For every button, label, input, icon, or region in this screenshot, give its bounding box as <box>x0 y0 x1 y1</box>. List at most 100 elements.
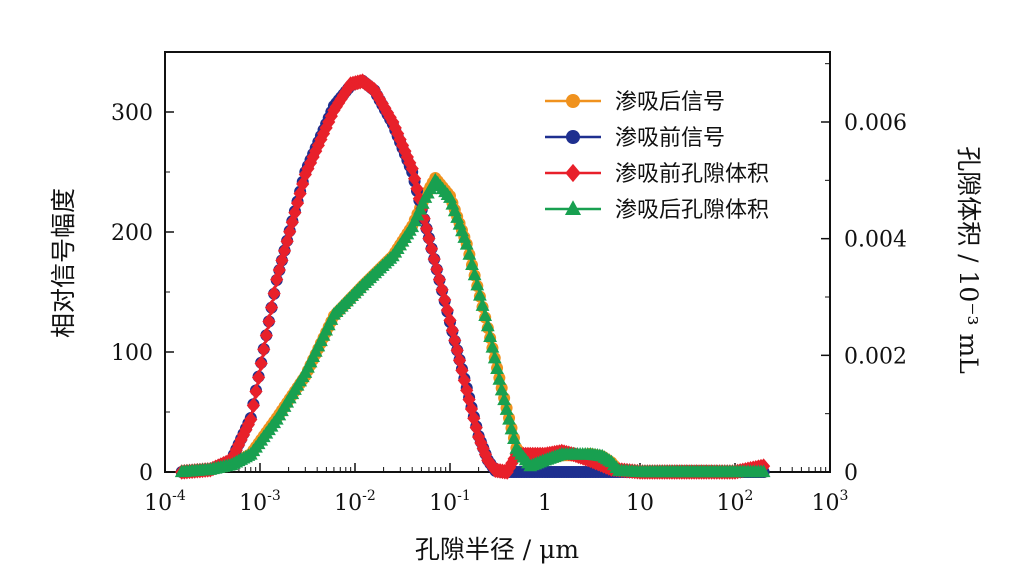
y-axis-label-right: 孔隙体积 / 10⁻³ mL <box>954 146 983 374</box>
data-point <box>311 137 325 154</box>
data-point <box>324 108 338 124</box>
legend-item: 渗吸前信号 <box>545 126 725 151</box>
y-left-tick-label: 0 <box>139 461 153 486</box>
legend-item: 渗吸前孔隙体积 <box>545 162 769 187</box>
data-point <box>400 149 414 165</box>
data-point <box>507 431 521 445</box>
data-point <box>432 271 447 288</box>
data-point <box>470 277 485 291</box>
data-point <box>490 361 504 375</box>
data-point <box>298 166 312 183</box>
y-left-tick-label: 100 <box>111 341 153 366</box>
data-point <box>452 352 467 369</box>
data-point <box>267 285 281 302</box>
data-point <box>473 288 487 301</box>
data-point <box>756 464 771 478</box>
data-point <box>249 383 263 400</box>
data-point <box>459 237 474 250</box>
data-point <box>462 391 476 408</box>
data-point <box>492 372 507 385</box>
data-point <box>504 421 519 435</box>
data-point <box>438 292 452 308</box>
data-point <box>478 308 493 322</box>
data-point <box>296 176 310 192</box>
data-point <box>403 155 417 171</box>
data-point <box>487 350 502 364</box>
data-point <box>419 220 434 237</box>
data-point <box>270 271 284 288</box>
data-point <box>476 440 490 457</box>
data-point <box>462 247 477 260</box>
data-point <box>410 180 424 197</box>
data-point <box>502 412 516 425</box>
plot-area <box>174 73 771 480</box>
data-point <box>469 419 483 436</box>
legend-label: 渗吸前信号 <box>615 126 725 151</box>
y-axis-label-left: 相对信号幅度 <box>49 188 78 338</box>
legend-label: 渗吸后孔隙体积 <box>615 198 769 223</box>
data-point <box>475 298 490 311</box>
data-point <box>483 329 498 342</box>
data-point <box>322 114 336 130</box>
x-tick-label: 10-2 <box>334 488 376 516</box>
legend-marker <box>566 94 580 108</box>
data-point <box>460 382 474 399</box>
data-point <box>455 362 469 379</box>
y-right-tick-label: 0.004 <box>844 228 907 253</box>
legend-label: 渗吸后信号 <box>615 90 725 115</box>
data-point <box>471 429 486 445</box>
data-point <box>254 355 268 372</box>
legend-marker <box>564 200 582 215</box>
data-point <box>309 143 323 159</box>
data-point <box>264 299 279 316</box>
y-left-tick-label: 300 <box>111 101 153 126</box>
data-point <box>465 257 479 271</box>
axes: 10-4 10-3 10-2 10-1 1 10 102 103010020030000.00… <box>111 51 907 516</box>
x-tick-label: 10-4 <box>144 488 186 516</box>
data-point <box>480 318 495 332</box>
data-point <box>497 392 512 406</box>
data-point <box>445 322 459 339</box>
data-point <box>285 214 299 231</box>
legend-marker <box>565 163 581 183</box>
data-point <box>499 402 514 415</box>
plot-frame <box>164 51 831 473</box>
data-point <box>244 411 258 428</box>
x-tick-label: 102 <box>717 488 754 516</box>
y-left-tick-label: 200 <box>111 221 153 246</box>
x-tick-label: 103 <box>812 488 849 516</box>
x-tick-label: 10-1 <box>429 488 471 516</box>
series-3 <box>174 172 771 478</box>
data-point <box>257 341 271 358</box>
data-point <box>388 120 402 136</box>
y-right-tick-label: 0.006 <box>844 111 907 136</box>
data-point <box>464 401 479 417</box>
data-point <box>398 143 412 159</box>
legend-item: 渗吸后孔隙体积 <box>545 198 769 223</box>
data-point <box>251 369 266 386</box>
data-point <box>494 382 509 396</box>
data-point <box>430 261 444 278</box>
legend-item: 渗吸后信号 <box>545 90 725 115</box>
legend-label: 渗吸前孔隙体积 <box>615 162 769 187</box>
data-point <box>417 210 431 227</box>
legend-marker <box>566 130 580 144</box>
data-point <box>239 421 253 438</box>
x-tick-label: 1 <box>538 491 552 516</box>
data-point <box>386 114 400 130</box>
data-point <box>272 262 286 278</box>
data-point <box>427 251 441 267</box>
x-axis-label: 孔隙半径 / μm <box>415 535 580 564</box>
data-point <box>393 131 407 148</box>
data-point <box>246 397 260 414</box>
data-point <box>232 437 246 453</box>
x-tick-label: 10 <box>626 491 654 516</box>
data-point <box>259 327 273 344</box>
y-right-tick-label: 0 <box>844 461 858 486</box>
data-point <box>283 223 297 240</box>
y-right-tick-label: 0.002 <box>844 344 907 369</box>
data-point <box>262 313 276 330</box>
data-point <box>485 340 500 353</box>
